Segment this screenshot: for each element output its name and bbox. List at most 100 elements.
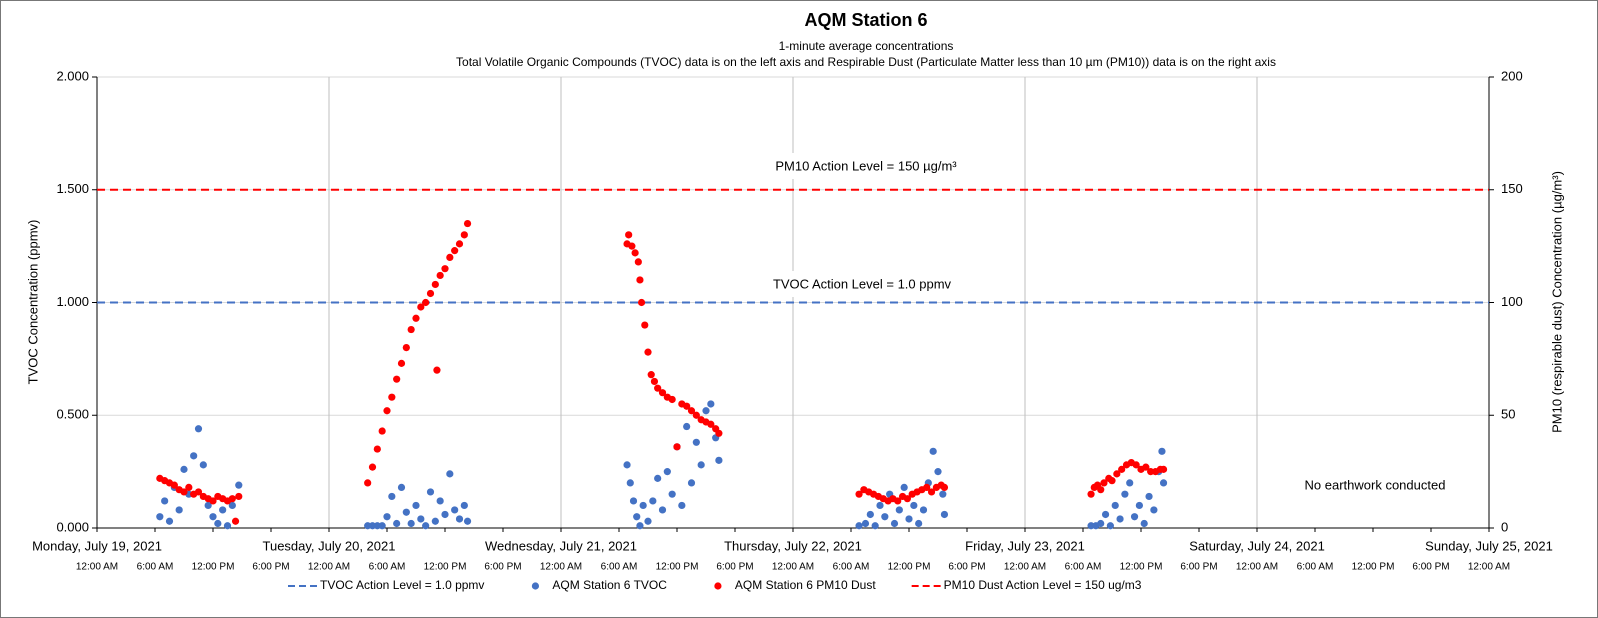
data-point bbox=[1150, 506, 1158, 514]
x-time-label: 6:00 PM bbox=[252, 562, 289, 573]
legend-label: PM10 Dust Action Level = 150 ug/m3 bbox=[944, 578, 1142, 592]
data-point bbox=[678, 501, 686, 510]
data-point bbox=[412, 501, 420, 510]
data-point bbox=[940, 483, 949, 492]
data-point bbox=[433, 366, 441, 374]
data-point bbox=[407, 325, 415, 334]
data-point bbox=[644, 348, 652, 356]
data-point bbox=[204, 501, 212, 510]
data-point bbox=[1100, 479, 1108, 487]
data-point bbox=[422, 298, 430, 307]
x-time-label: 6:00 AM bbox=[833, 562, 870, 573]
data-point bbox=[1087, 490, 1095, 498]
data-point bbox=[628, 242, 636, 250]
data-point bbox=[715, 456, 723, 464]
data-point bbox=[397, 483, 406, 492]
data-point bbox=[190, 452, 198, 460]
data-point bbox=[209, 513, 217, 521]
data-point bbox=[397, 359, 406, 367]
data-point bbox=[431, 517, 439, 525]
data-point bbox=[417, 303, 425, 311]
data-point bbox=[866, 510, 874, 519]
data-point bbox=[927, 488, 936, 496]
data-point bbox=[707, 400, 715, 408]
data-point bbox=[451, 506, 459, 514]
annotation: PM10 Action Level = 150 µg/m³ bbox=[775, 158, 957, 173]
data-point bbox=[393, 375, 401, 383]
data-point bbox=[455, 515, 464, 523]
data-point bbox=[364, 479, 372, 487]
data-point bbox=[623, 461, 631, 469]
data-point bbox=[910, 501, 918, 510]
y-tick-label: 0.000 bbox=[56, 519, 89, 534]
y2-tick-label: 100 bbox=[1501, 294, 1523, 309]
data-point bbox=[1159, 479, 1168, 487]
data-point bbox=[1142, 463, 1150, 471]
x-time-label: 12:00 PM bbox=[1120, 562, 1163, 573]
data-point bbox=[634, 258, 642, 266]
data-point bbox=[223, 522, 232, 530]
x-time-label: 12:00 AM bbox=[1004, 562, 1046, 573]
x-time-label: 6:00 PM bbox=[1180, 562, 1217, 573]
data-point bbox=[388, 393, 396, 401]
x-time-label: 12:00 AM bbox=[540, 562, 582, 573]
data-point bbox=[641, 321, 649, 329]
data-point bbox=[194, 488, 203, 496]
data-point bbox=[855, 522, 863, 530]
data-point bbox=[446, 253, 454, 261]
data-point bbox=[919, 506, 928, 514]
x-tick-label: Tuesday, July 20, 2021 bbox=[263, 538, 396, 553]
y2-tick-label: 50 bbox=[1501, 407, 1515, 422]
data-point bbox=[228, 501, 236, 510]
data-point bbox=[393, 519, 401, 528]
legend-label: AQM Station 6 TVOC bbox=[552, 578, 667, 592]
data-point bbox=[929, 447, 937, 455]
data-point bbox=[235, 492, 243, 501]
data-point bbox=[199, 461, 207, 469]
data-point bbox=[455, 240, 464, 248]
data-point bbox=[185, 483, 193, 492]
annotation-bg bbox=[755, 153, 980, 179]
x-time-label: 6:00 PM bbox=[1412, 562, 1449, 573]
data-point bbox=[1159, 465, 1168, 473]
chart-subtitle: 1-minute average concentrations bbox=[779, 39, 954, 53]
data-point bbox=[231, 517, 240, 525]
data-point bbox=[658, 389, 667, 397]
data-point bbox=[1113, 470, 1121, 478]
data-point bbox=[463, 517, 472, 525]
data-point bbox=[683, 402, 691, 410]
data-point bbox=[170, 481, 178, 489]
data-point bbox=[647, 371, 655, 379]
data-point bbox=[876, 501, 884, 510]
data-point bbox=[687, 407, 696, 415]
data-point bbox=[436, 497, 444, 505]
x-time-label: 6:00 AM bbox=[137, 562, 174, 573]
data-point bbox=[1108, 477, 1116, 485]
data-point bbox=[209, 497, 217, 505]
x-time-label: 12:00 AM bbox=[772, 562, 814, 573]
data-point bbox=[668, 395, 676, 404]
data-point bbox=[368, 463, 377, 471]
y2-axis-label: PM10 (respirable dust) Concentration (µg… bbox=[1549, 171, 1564, 433]
data-point bbox=[1097, 519, 1105, 528]
y2-tick-label: 150 bbox=[1501, 181, 1523, 196]
data-point bbox=[235, 481, 243, 489]
data-point bbox=[905, 515, 913, 523]
data-point bbox=[383, 407, 391, 415]
data-point bbox=[165, 517, 174, 525]
annotation: TVOC Action Level = 1.0 ppmv bbox=[773, 276, 952, 291]
x-time-label: 12:00 PM bbox=[1352, 562, 1395, 573]
data-point bbox=[707, 420, 715, 428]
data-point bbox=[637, 298, 646, 307]
y-tick-label: 2.000 bbox=[56, 68, 89, 83]
x-time-label: 6:00 AM bbox=[1065, 562, 1102, 573]
data-point bbox=[915, 519, 923, 528]
data-point bbox=[378, 522, 386, 530]
data-point bbox=[881, 513, 889, 521]
marks bbox=[97, 188, 1489, 530]
data-point bbox=[1126, 479, 1134, 487]
data-point bbox=[668, 490, 676, 498]
data-point bbox=[422, 522, 430, 530]
data-point bbox=[639, 501, 647, 510]
